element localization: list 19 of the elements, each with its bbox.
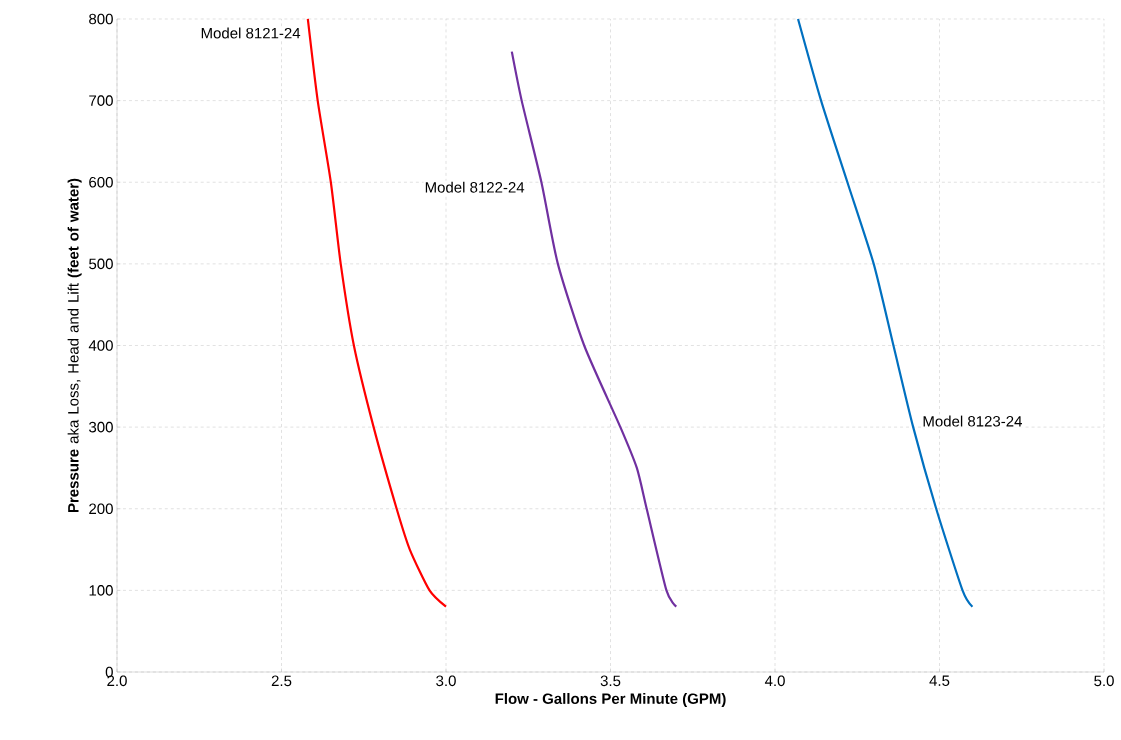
y-tick-label: 600 <box>89 176 113 188</box>
y-tick-label: 800 <box>89 13 113 25</box>
series-label: Model 8123-24 <box>923 415 1022 427</box>
y-tick-label: 700 <box>89 95 113 106</box>
series-label: Model 8122-24 <box>425 181 525 193</box>
y-tick-label: 100 <box>89 585 113 596</box>
y-tick-label: 500 <box>89 258 113 270</box>
x-axis-title: Flow - Gallons Per Minute (GPM) <box>495 692 726 707</box>
x-tick-label: 3.0 <box>436 675 456 687</box>
x-tick-label: 5.0 <box>1094 675 1114 687</box>
x-tick-label: 2.5 <box>271 675 292 687</box>
x-tick-label: 4.5 <box>929 675 950 686</box>
y-tick-label: 300 <box>89 421 113 433</box>
y-axis-title: Pressure aka Loss, Head and Lift (feet of water) <box>67 178 82 513</box>
x-tick-label: 3.5 <box>600 675 621 687</box>
x-tick-label: 4.0 <box>764 675 785 687</box>
y-tick-label: 200 <box>89 503 113 515</box>
series-label: Model 8121-24 <box>201 27 301 39</box>
y-tick-label: 400 <box>88 340 113 351</box>
